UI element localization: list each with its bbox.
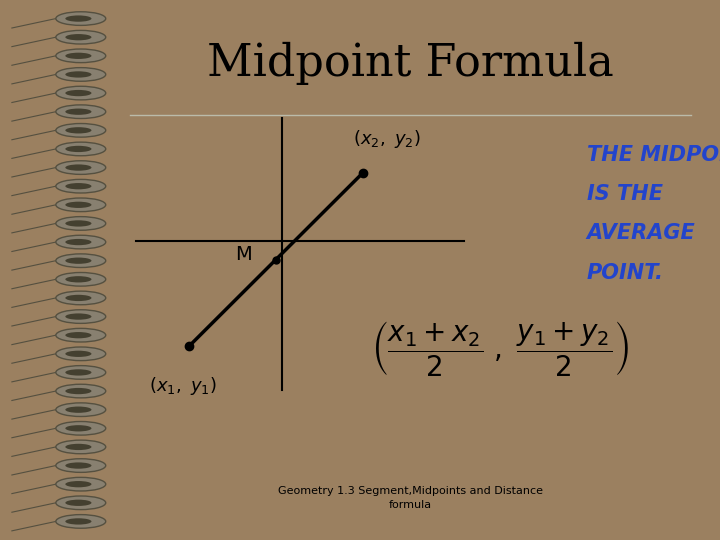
Ellipse shape: [56, 198, 106, 212]
Ellipse shape: [56, 30, 106, 44]
Ellipse shape: [56, 366, 106, 379]
Ellipse shape: [66, 500, 91, 506]
Text: AVERAGE: AVERAGE: [587, 224, 696, 244]
Text: IS THE: IS THE: [587, 184, 662, 204]
Ellipse shape: [66, 53, 91, 59]
Ellipse shape: [56, 12, 106, 25]
Ellipse shape: [66, 407, 91, 413]
Ellipse shape: [56, 440, 106, 454]
Ellipse shape: [66, 388, 91, 394]
Ellipse shape: [56, 179, 106, 193]
Ellipse shape: [56, 459, 106, 472]
Ellipse shape: [56, 384, 106, 398]
Ellipse shape: [56, 68, 106, 81]
Ellipse shape: [66, 109, 91, 115]
Ellipse shape: [66, 239, 91, 245]
Ellipse shape: [66, 462, 91, 469]
Ellipse shape: [66, 369, 91, 376]
Ellipse shape: [56, 124, 106, 137]
Ellipse shape: [66, 444, 91, 450]
Ellipse shape: [56, 347, 106, 361]
Text: POINT.: POINT.: [587, 262, 664, 282]
Ellipse shape: [66, 90, 91, 96]
Text: $(x_1,\ y_1)$: $(x_1,\ y_1)$: [149, 375, 217, 397]
Ellipse shape: [56, 422, 106, 435]
Ellipse shape: [56, 86, 106, 100]
Ellipse shape: [56, 310, 106, 323]
Ellipse shape: [56, 515, 106, 528]
Ellipse shape: [66, 350, 91, 357]
Ellipse shape: [56, 496, 106, 510]
Ellipse shape: [66, 313, 91, 320]
Ellipse shape: [56, 273, 106, 286]
Ellipse shape: [66, 201, 91, 208]
Ellipse shape: [66, 164, 91, 171]
Ellipse shape: [56, 217, 106, 230]
Ellipse shape: [66, 425, 91, 431]
Text: Geometry 1.3 Segment,Midpoints and Distance
formula: Geometry 1.3 Segment,Midpoints and Dista…: [278, 486, 543, 510]
Text: THE MIDPOINT: THE MIDPOINT: [587, 145, 720, 165]
Ellipse shape: [66, 146, 91, 152]
Ellipse shape: [66, 258, 91, 264]
Ellipse shape: [66, 183, 91, 190]
Ellipse shape: [56, 49, 106, 63]
Ellipse shape: [56, 161, 106, 174]
Ellipse shape: [66, 220, 91, 227]
Text: $(x_2,\ y_2)$: $(x_2,\ y_2)$: [353, 127, 420, 150]
Ellipse shape: [56, 142, 106, 156]
Ellipse shape: [66, 518, 91, 524]
Ellipse shape: [66, 16, 91, 22]
Ellipse shape: [56, 328, 106, 342]
Ellipse shape: [56, 477, 106, 491]
Ellipse shape: [56, 403, 106, 416]
Ellipse shape: [66, 127, 91, 133]
Ellipse shape: [66, 276, 91, 282]
Ellipse shape: [66, 481, 91, 487]
Text: Midpoint Formula: Midpoint Formula: [207, 42, 613, 85]
Text: $\left(\dfrac{x_1 + x_2}{2}\ ,\ \dfrac{y_1 + y_2}{2}\right)$: $\left(\dfrac{x_1 + x_2}{2}\ ,\ \dfrac{y…: [371, 319, 629, 378]
Ellipse shape: [56, 254, 106, 267]
Ellipse shape: [66, 295, 91, 301]
Ellipse shape: [66, 332, 91, 339]
Ellipse shape: [56, 291, 106, 305]
Ellipse shape: [56, 105, 106, 118]
Text: M: M: [235, 245, 251, 264]
Ellipse shape: [66, 71, 91, 78]
Ellipse shape: [56, 235, 106, 249]
Ellipse shape: [66, 34, 91, 40]
